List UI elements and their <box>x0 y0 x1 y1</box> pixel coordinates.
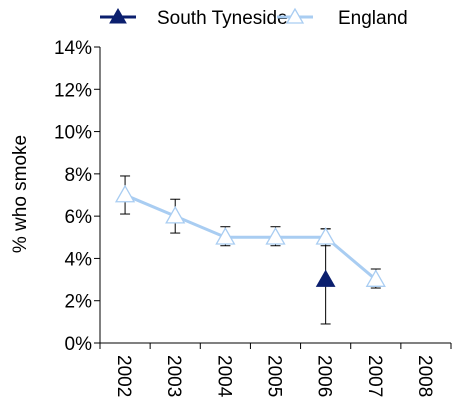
x-tick-label: 2003 <box>163 355 184 397</box>
data-point-england <box>165 205 186 224</box>
y-tick-label: 2% <box>65 292 93 313</box>
y-tick-label: 0% <box>65 334 93 355</box>
x-tick-label: 2002 <box>113 355 134 397</box>
data-point-england <box>365 269 386 287</box>
data-point-england <box>215 226 236 245</box>
x-tick-label: 2005 <box>264 355 285 397</box>
x-tick-label: 2004 <box>213 355 234 398</box>
y-tick-label: 6% <box>65 207 93 228</box>
series-line-england <box>124 193 377 281</box>
y-axis-title: % who smoke <box>10 135 31 253</box>
y-tick-label: 8% <box>65 165 93 186</box>
legend-label-england: England <box>338 8 408 29</box>
plot-area <box>114 175 386 325</box>
y-tick-label: 10% <box>54 123 92 144</box>
y-tick-label: 12% <box>54 80 92 101</box>
data-point-england <box>265 226 286 245</box>
data-point-england <box>315 226 336 245</box>
x-axis: 2002 2003 2004 2005 2006 2007 2008 <box>99 342 452 398</box>
data-point-south-tyneside <box>315 269 336 287</box>
legend-marker-england <box>285 7 305 24</box>
legend-label-south-tyneside: South Tyneside <box>157 8 288 29</box>
x-tick-label: 2007 <box>364 355 385 397</box>
x-tick-label: 2006 <box>314 355 335 397</box>
y-axis: 0% 2% 4% 6% 8% 10% 12% 14% <box>54 38 101 355</box>
y-tick-label: 14% <box>54 38 92 59</box>
legend-marker-south-tyneside <box>109 7 127 24</box>
legend: South Tyneside England <box>100 7 408 29</box>
y-tick-label: 4% <box>65 249 93 270</box>
x-tick-label: 2008 <box>414 355 435 397</box>
data-point-england <box>114 184 136 203</box>
